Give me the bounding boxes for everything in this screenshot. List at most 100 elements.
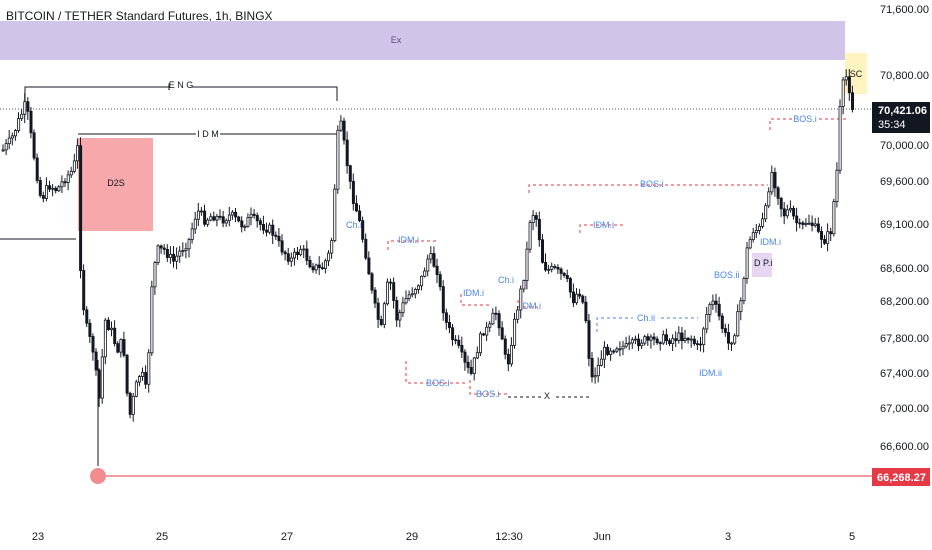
- candle: [494, 306, 498, 321]
- price-axis[interactable]: 71,600.00 70,800.00 70,000.00 69,600.00 69,1…: [880, 4, 929, 453]
- candle: [320, 262, 324, 270]
- candle: [54, 186, 58, 194]
- candle: [674, 331, 678, 347]
- candle: [581, 294, 585, 305]
- candle: [26, 97, 30, 120]
- candle: [590, 352, 594, 383]
- candle: [634, 335, 638, 345]
- annotation-ch-i: Ch.i: [346, 220, 362, 230]
- candle: [627, 335, 631, 350]
- candle: [299, 245, 303, 257]
- candle: [119, 338, 123, 358]
- candle: [671, 334, 675, 351]
- price-tick-label: 69,600.00: [880, 176, 929, 188]
- candle: [559, 267, 563, 280]
- d2s-zone: [78, 138, 153, 231]
- candle: [82, 264, 86, 316]
- candle: [351, 173, 355, 211]
- price-tick-label: 66,600.00: [880, 441, 929, 453]
- candle: [348, 164, 352, 190]
- candle: [733, 333, 737, 346]
- candle: [779, 196, 783, 217]
- candle: [252, 208, 256, 219]
- ex-zone: [0, 21, 845, 60]
- price-tick-label: 68,200.00: [880, 296, 929, 308]
- candle: [466, 355, 470, 374]
- candle: [528, 219, 532, 253]
- candle: [844, 69, 848, 86]
- annotation-idm-ii: IDM.ii: [699, 368, 722, 378]
- candle: [665, 328, 669, 346]
- low-price-value: 66,268.27: [877, 472, 926, 484]
- candle: [596, 357, 600, 383]
- candle: [816, 217, 820, 234]
- candle: [485, 321, 489, 341]
- candle: [336, 125, 340, 194]
- candle: [156, 244, 160, 266]
- current-price-badge: [872, 102, 930, 133]
- candle: [110, 321, 114, 337]
- candle: [283, 250, 287, 261]
- candle: [615, 346, 619, 354]
- candle: [410, 287, 414, 298]
- time-tick-label: 12:30: [495, 531, 523, 543]
- candle: [103, 318, 107, 365]
- candle: [137, 374, 141, 387]
- candle: [587, 313, 591, 367]
- candle: [531, 210, 535, 231]
- time-axis[interactable]: 23 25 27 29 12:30 Jun 3 5: [32, 531, 855, 543]
- annotation-idm-i: IDM.i: [398, 235, 419, 245]
- candle: [562, 271, 566, 278]
- candle: [215, 213, 219, 227]
- candle: [376, 297, 380, 328]
- candle: [147, 349, 151, 393]
- candle: [624, 336, 628, 349]
- candle: [125, 353, 129, 397]
- candle: [478, 331, 482, 357]
- candle: [630, 337, 634, 349]
- candle: [717, 296, 721, 321]
- candle: [770, 165, 774, 196]
- candle: [305, 240, 309, 265]
- candle: [131, 392, 135, 422]
- bos-lines: [387, 118, 846, 395]
- candle: [550, 262, 554, 273]
- time-tick-label: 25: [156, 531, 168, 543]
- candle: [209, 213, 213, 222]
- candle: [649, 334, 653, 349]
- candle: [79, 137, 83, 279]
- candle: [544, 253, 548, 272]
- candle: [761, 212, 765, 229]
- candle: [150, 280, 154, 356]
- candle: [519, 285, 523, 319]
- candle: [392, 277, 396, 309]
- candle: [593, 367, 597, 384]
- candle: [789, 200, 793, 213]
- candle: [751, 227, 755, 243]
- candle: [13, 128, 17, 141]
- time-tick-label: Jun: [593, 531, 611, 543]
- candle: [432, 246, 436, 268]
- candle: [655, 336, 659, 345]
- choch-lines: [596, 317, 698, 332]
- candle: [506, 348, 510, 372]
- candle: [423, 267, 427, 278]
- candle: [599, 350, 603, 367]
- candle: [361, 216, 365, 243]
- annotation-idm-i: IDM.i: [520, 301, 541, 311]
- candle: [345, 131, 349, 174]
- candle: [187, 237, 191, 258]
- candle: [60, 175, 64, 193]
- candle: [385, 278, 389, 306]
- candle: [51, 184, 55, 197]
- candle: [199, 207, 203, 216]
- candle: [696, 340, 700, 351]
- candles: [1, 68, 855, 466]
- d2s-zone-label: D2S: [107, 178, 125, 188]
- candle: [745, 241, 749, 284]
- candle: [4, 139, 8, 155]
- candle: [658, 341, 662, 351]
- candle: [426, 254, 430, 277]
- candle: [686, 337, 690, 344]
